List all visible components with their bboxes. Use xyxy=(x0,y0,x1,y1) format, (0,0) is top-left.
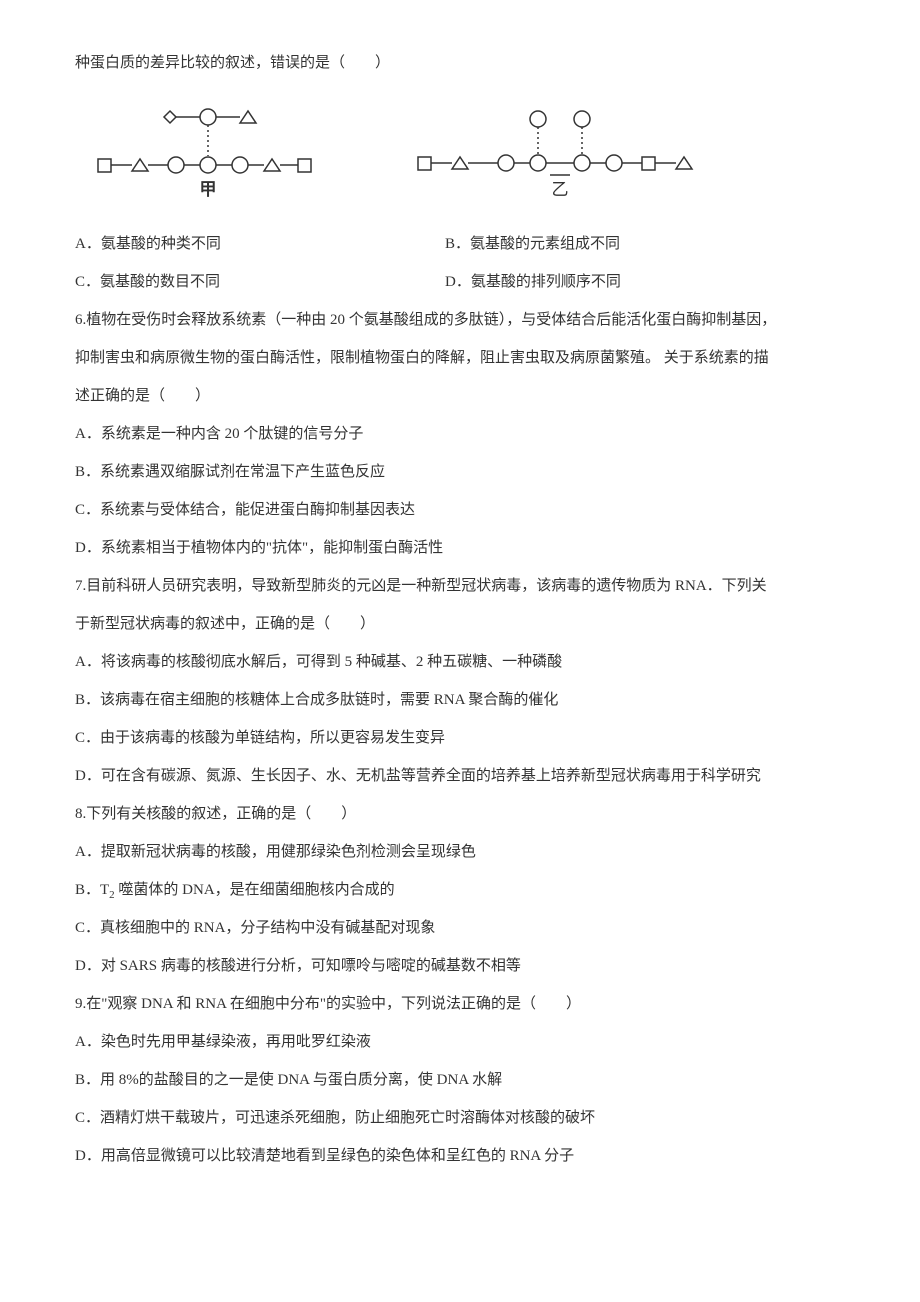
q9-option-b: B．用 8%的盐酸目的之一是使 DNA 与蛋白质分离，使 DNA 水解 xyxy=(75,1062,845,1098)
q8-option-c: C．真核细胞中的 RNA，分子结构中没有碱基配对现象 xyxy=(75,910,845,946)
q8-b-pre: B．T xyxy=(75,882,109,898)
diagram-jia-svg: 甲 xyxy=(90,101,320,211)
q5-option-c: C．氨基酸的数目不同 xyxy=(75,264,445,300)
q6-stem-3: 述正确的是（ ） xyxy=(75,378,845,414)
q9-option-c: C．酒精灯烘干载玻片，可迅速杀死细胞，防止细胞死亡时溶酶体对核酸的破坏 xyxy=(75,1100,845,1136)
q6-option-d: D．系统素相当于植物体内的"抗体"，能抑制蛋白酶活性 xyxy=(75,530,845,566)
diagrams-container: 甲 xyxy=(90,101,845,211)
svg-text:乙: 乙 xyxy=(552,180,569,199)
q5-option-b: B．氨基酸的元素组成不同 xyxy=(445,226,620,262)
q8-stem: 8.下列有关核酸的叙述，正确的是（ ） xyxy=(75,796,845,832)
diagram-yi: 乙 xyxy=(410,101,710,211)
q6-option-c: C．系统素与受体结合，能促进蛋白酶抑制基因表达 xyxy=(75,492,845,528)
q5-option-a: A．氨基酸的种类不同 xyxy=(75,226,445,262)
diagram-jia: 甲 xyxy=(90,101,320,211)
q8-option-b: B．T2 噬菌体的 DNA，是在细菌细胞核内合成的 xyxy=(75,872,845,908)
q7-option-d: D．可在含有碳源、氮源、生长因子、水、无机盐等营养全面的培养基上培养新型冠状病毒… xyxy=(75,758,845,794)
q7-stem-1: 7.目前科研人员研究表明，导致新型肺炎的元凶是一种新型冠状病毒，该病毒的遗传物质… xyxy=(75,568,845,604)
q5-option-d: D．氨基酸的排列顺序不同 xyxy=(445,264,621,300)
diagram-yi-svg: 乙 xyxy=(410,101,710,211)
q7-option-a: A．将该病毒的核酸彻底水解后，可得到 5 种碱基、2 种五碳糖、一种磷酸 xyxy=(75,644,845,680)
q8-b-post: 噬菌体的 DNA，是在细菌细胞核内合成的 xyxy=(115,882,395,898)
q6-option-a: A．系统素是一种内含 20 个肽键的信号分子 xyxy=(75,416,845,452)
q9-stem: 9.在"观察 DNA 和 RNA 在细胞中分布"的实验中，下列说法正确的是（ ） xyxy=(75,986,845,1022)
q6-stem-1: 6.植物在受伤时会释放系统素（一种由 20 个氨基酸组成的多肽链），与受体结合后… xyxy=(75,302,845,338)
q5-stem-tail: 种蛋白质的差异比较的叙述，错误的是（ ） xyxy=(75,45,845,81)
q7-option-b: B．该病毒在宿主细胞的核糖体上合成多肽链时，需要 RNA 聚合酶的催化 xyxy=(75,682,845,718)
q8-option-d: D．对 SARS 病毒的核酸进行分析，可知嘌呤与嘧啶的碱基数不相等 xyxy=(75,948,845,984)
q9-option-a: A．染色时先用甲基绿染液，再用吡罗红染液 xyxy=(75,1024,845,1060)
q8-option-a: A．提取新冠状病毒的核酸，用健那绿染色剂检测会呈现绿色 xyxy=(75,834,845,870)
q6-option-b: B．系统素遇双缩脲试剂在常温下产生蓝色反应 xyxy=(75,454,845,490)
q9-option-d: D．用高倍显微镜可以比较清楚地看到呈绿色的染色体和呈红色的 RNA 分子 xyxy=(75,1138,845,1174)
q7-option-c: C．由于该病毒的核酸为单链结构，所以更容易发生变异 xyxy=(75,720,845,756)
svg-text:甲: 甲 xyxy=(200,180,217,199)
q7-stem-2: 于新型冠状病毒的叙述中，正确的是（ ） xyxy=(75,606,845,642)
q6-stem-2: 抑制害虫和病原微生物的蛋白酶活性，限制植物蛋白的降解，阻止害虫取及病原菌繁殖。 … xyxy=(75,340,845,376)
